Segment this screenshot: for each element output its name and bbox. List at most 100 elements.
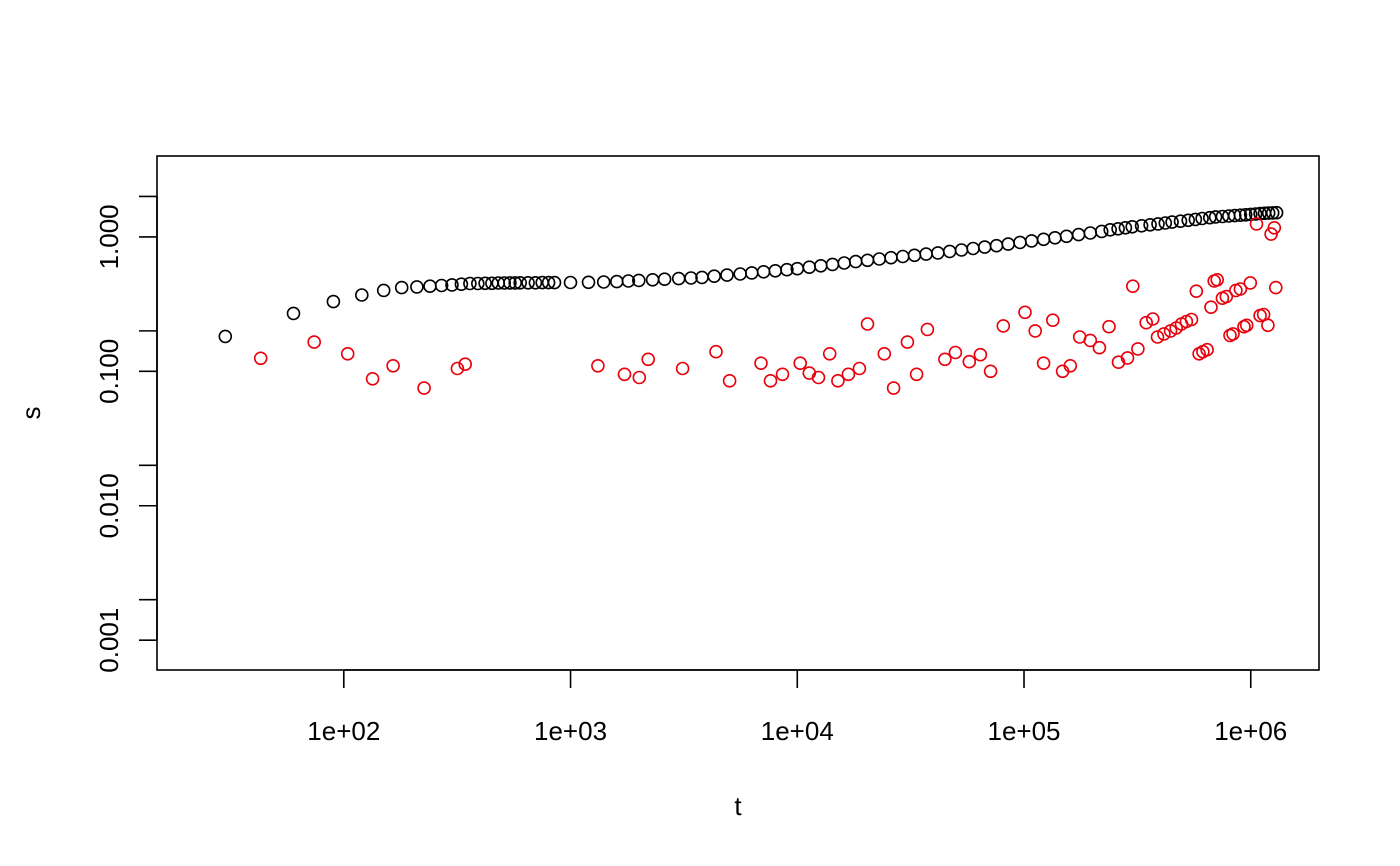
- data-point: [1261, 318, 1275, 333]
- data-point: [1226, 327, 1240, 341]
- data-point: [1208, 210, 1223, 224]
- data-point: [852, 361, 867, 376]
- data-point: [1200, 342, 1214, 357]
- data-point: [1120, 351, 1135, 365]
- data-point: [1165, 215, 1179, 229]
- data-point: [632, 370, 647, 385]
- data-point: [386, 358, 400, 373]
- data-point: [948, 345, 963, 360]
- data-point: [1195, 211, 1209, 226]
- data-point: [793, 356, 808, 371]
- x-tick-label: 1e+06: [1214, 716, 1287, 746]
- data-point: [1134, 219, 1149, 233]
- y-tick-label: 0.001: [94, 608, 124, 673]
- data-point: [1103, 223, 1117, 237]
- y-axis: 0.001 0.010 0.100 1.000: [94, 195, 158, 673]
- data-point: [1036, 356, 1051, 371]
- y-tick-label: 0.100: [94, 339, 124, 404]
- data-point: [1143, 218, 1157, 232]
- data-point: [497, 276, 512, 290]
- data-point: [1102, 319, 1116, 334]
- data-point: [1267, 221, 1282, 235]
- data-point: [253, 351, 268, 366]
- data-point: [962, 354, 977, 369]
- data-point: [581, 275, 596, 290]
- data-point: [354, 288, 369, 302]
- data-point: [860, 317, 875, 331]
- data-point: [709, 344, 723, 359]
- data-point: [454, 277, 469, 292]
- data-point: [1248, 207, 1263, 221]
- data-point: [521, 275, 535, 290]
- data-point: [1139, 315, 1153, 330]
- data-point: [1158, 216, 1173, 230]
- data-point: [1151, 217, 1165, 231]
- data-point: [1233, 208, 1248, 222]
- data-point: [1118, 221, 1133, 235]
- data-point: [218, 329, 233, 344]
- x-axis-label: t: [734, 791, 742, 821]
- data-point: [1111, 222, 1125, 236]
- x-tick-label: 1e+03: [534, 716, 607, 746]
- data-point: [1238, 208, 1253, 222]
- data-point: [1028, 324, 1042, 338]
- data-point: [1261, 206, 1276, 220]
- data-point: [376, 283, 391, 298]
- data-point: [417, 381, 431, 395]
- series-0: [218, 205, 1284, 344]
- data-point: [1219, 289, 1234, 304]
- data-point: [1233, 282, 1248, 296]
- data-point: [841, 367, 856, 382]
- points-layer: [218, 205, 1284, 395]
- data-point: [1063, 358, 1078, 373]
- data-point: [1094, 224, 1109, 239]
- data-point: [886, 381, 901, 395]
- data-point: [340, 346, 355, 361]
- y-tick-label: 1.000: [94, 204, 124, 269]
- x-tick-label: 1e+02: [307, 716, 380, 746]
- data-point: [641, 352, 656, 367]
- data-point: [1131, 342, 1145, 356]
- data-point: [1204, 300, 1218, 315]
- data-point: [675, 361, 690, 376]
- data-point: [707, 269, 722, 284]
- data-point: [973, 347, 988, 362]
- data-point: [307, 335, 322, 349]
- data-point: [1265, 206, 1280, 220]
- data-point: [1189, 284, 1204, 299]
- data-point: [1269, 205, 1284, 220]
- data-point: [763, 373, 778, 388]
- data-point: [1083, 333, 1098, 348]
- x-tick-label: 1e+05: [987, 716, 1060, 746]
- x-tick-label: 1e+04: [761, 716, 834, 746]
- data-point: [1181, 213, 1195, 228]
- data-point: [754, 356, 768, 371]
- data-point: [470, 276, 485, 291]
- data-point: [1157, 327, 1171, 341]
- data-point: [631, 273, 646, 288]
- data-point: [434, 278, 449, 293]
- data-point: [775, 367, 790, 382]
- data-point: [286, 306, 301, 321]
- data-point: [1210, 272, 1224, 287]
- data-point: [1092, 340, 1107, 355]
- data-point: [900, 335, 915, 349]
- data-point: [528, 275, 543, 290]
- data-point: [591, 358, 605, 373]
- data-point: [463, 276, 477, 291]
- data-point: [811, 370, 826, 385]
- data-point: [1184, 312, 1199, 327]
- series-1: [253, 217, 1283, 395]
- data-point: [621, 274, 636, 288]
- data-point: [326, 294, 341, 309]
- data-point: [445, 278, 459, 292]
- data-point: [996, 319, 1011, 333]
- data-point: [1125, 220, 1139, 234]
- data-point: [657, 272, 672, 287]
- x-axis: 1e+02 1e+03 1e+04 1e+05 1e+06: [307, 669, 1287, 746]
- data-point: [1269, 280, 1283, 295]
- data-point: [1243, 276, 1258, 290]
- data-point: [1249, 217, 1264, 231]
